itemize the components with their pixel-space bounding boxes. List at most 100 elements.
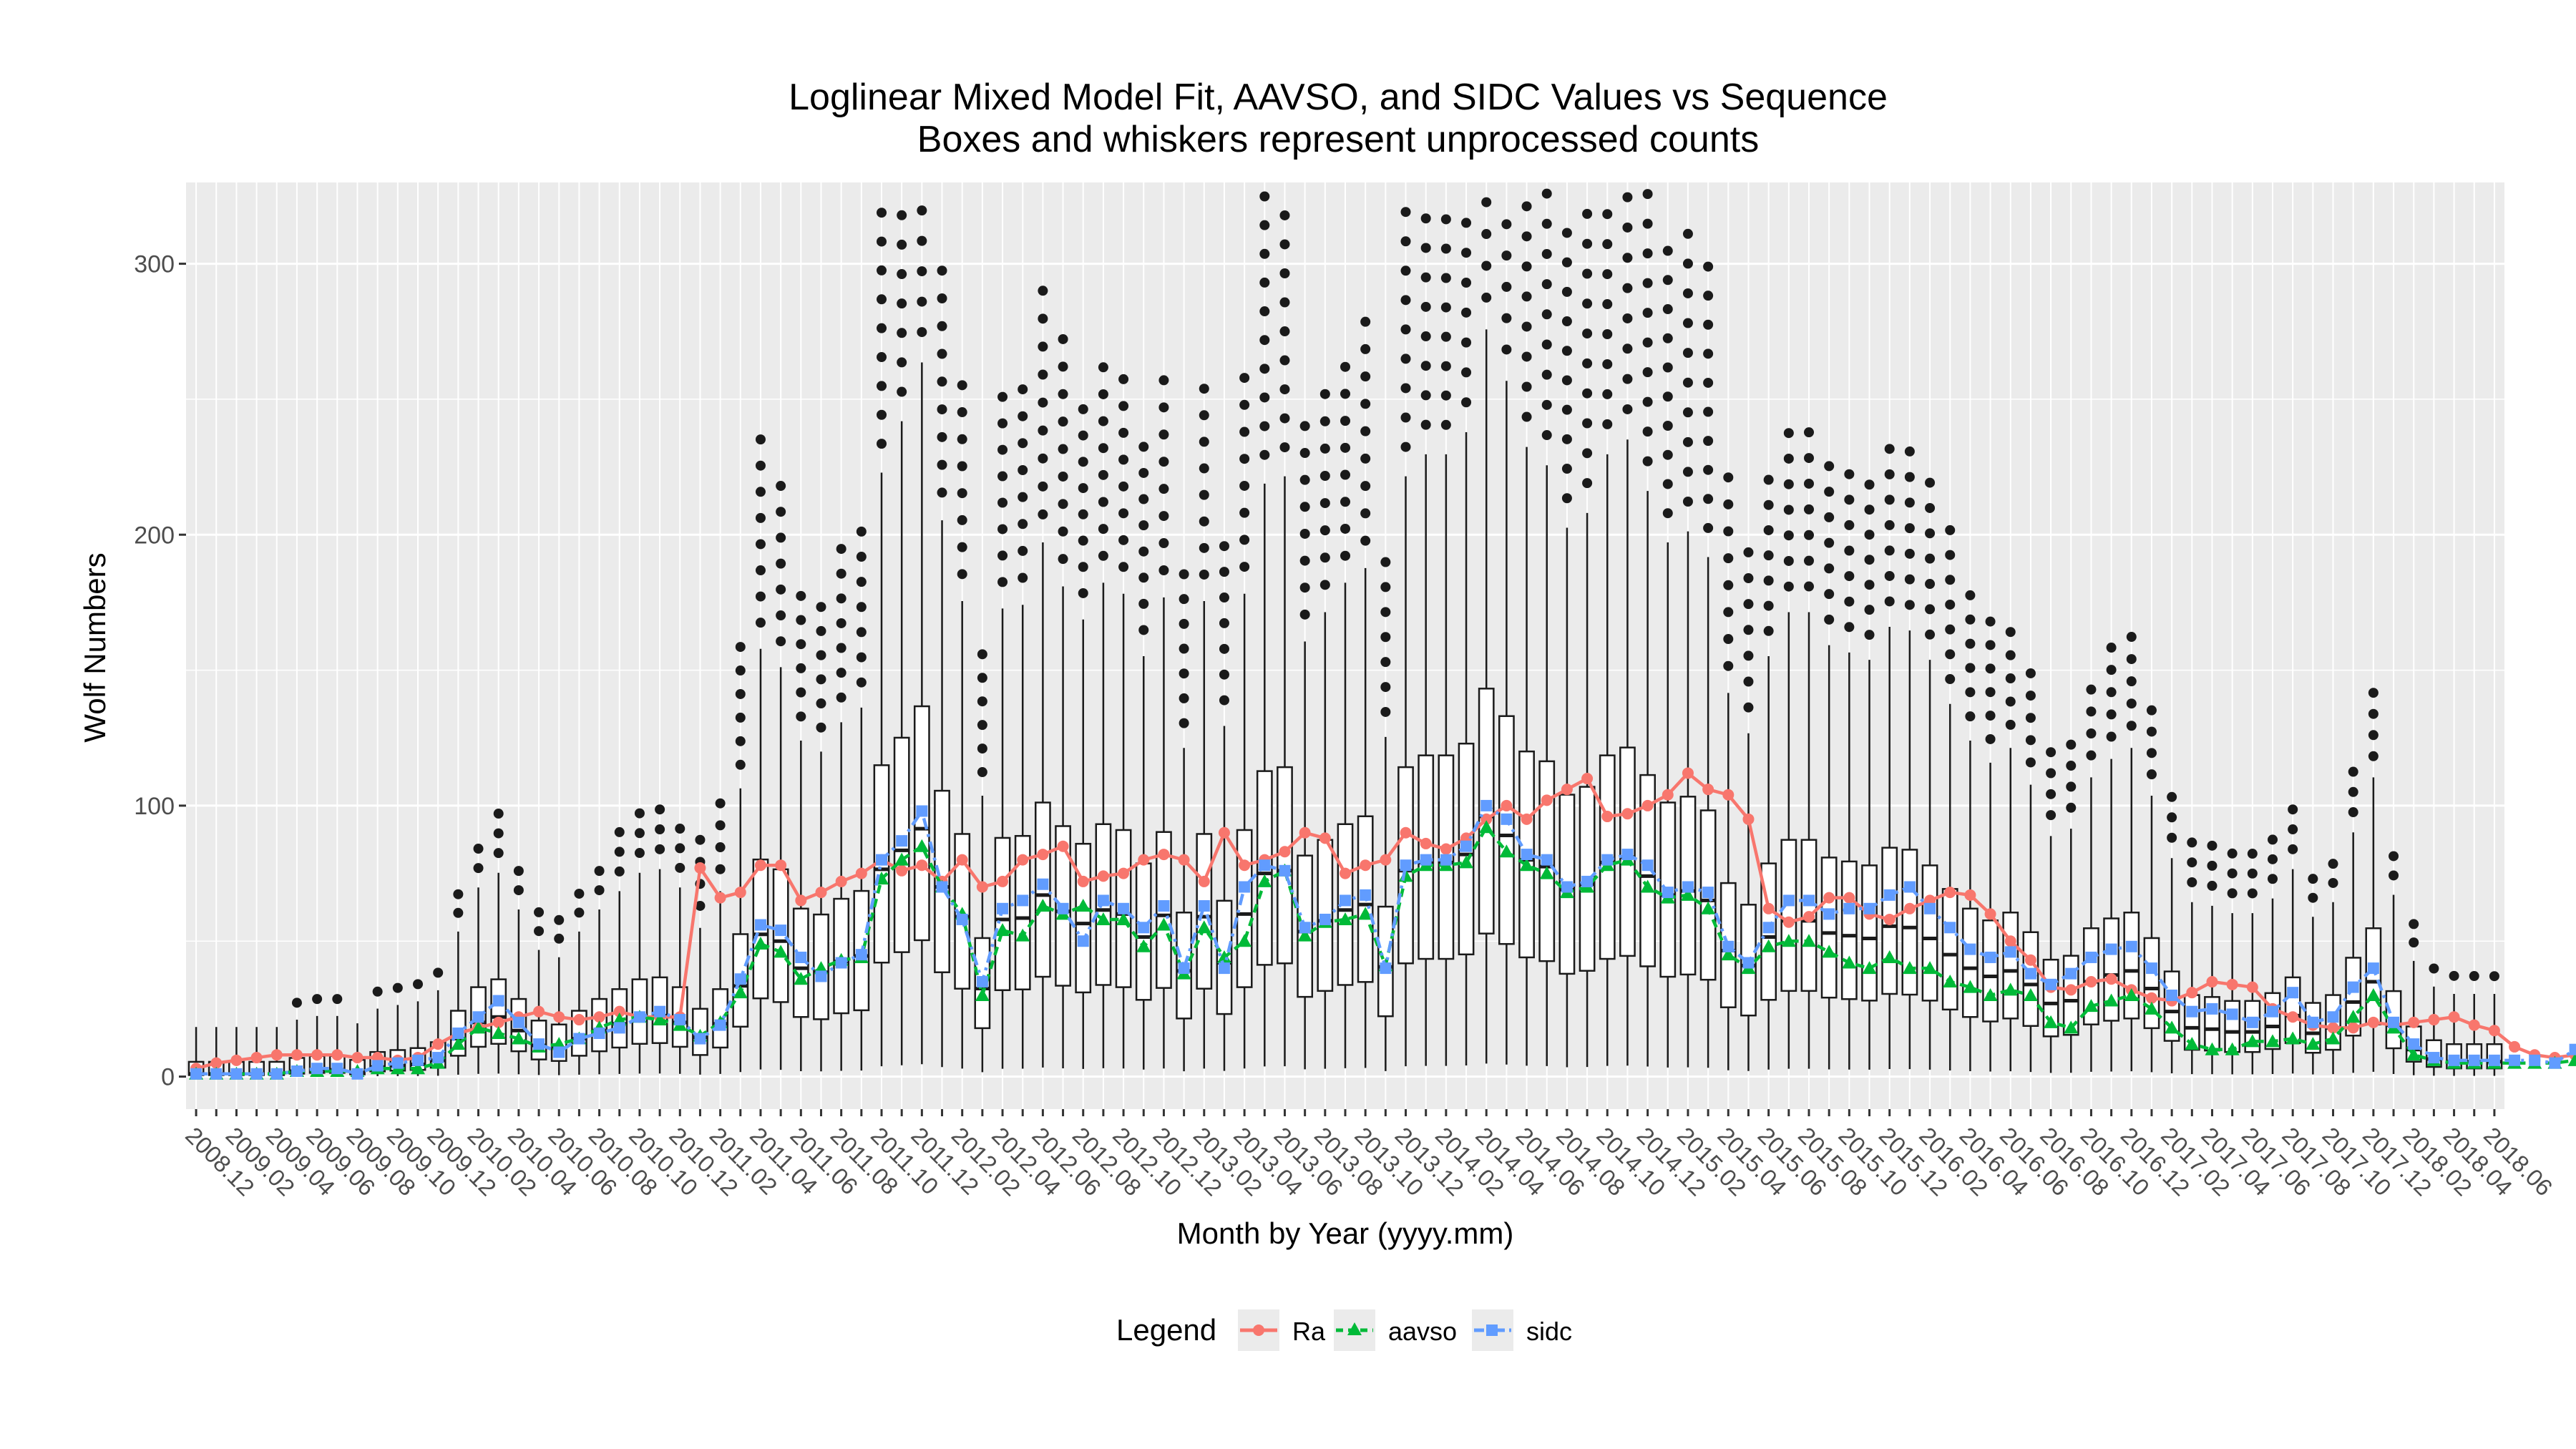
y-axis-title: Wolf Numbers (78, 552, 112, 742)
data-point-sidc (2065, 967, 2077, 980)
outlier-point (453, 907, 464, 918)
outlier-point (2227, 888, 2238, 899)
data-point-ra (553, 1011, 565, 1023)
outlier-point (1804, 478, 1814, 489)
data-point-ra (896, 864, 908, 877)
outlier-point (695, 834, 706, 845)
data-point-aavso (2567, 1053, 2576, 1066)
outlier-point (1219, 669, 1229, 680)
outlier-point (1561, 346, 1572, 356)
outlier-point (1561, 286, 1572, 297)
outlier-point (1582, 418, 1593, 429)
data-point-sidc (654, 1005, 666, 1018)
data-point-ra (1601, 811, 1614, 823)
outlier-point (1925, 528, 1936, 539)
data-point-aavso (1519, 858, 1534, 872)
outlier-point (1703, 494, 1714, 504)
outlier-point (1279, 384, 1290, 395)
outlier-point (1481, 292, 1492, 303)
outlier-point (493, 828, 504, 839)
outlier-point (856, 526, 867, 537)
outlier-point (1038, 509, 1048, 519)
outlier-point (997, 497, 1008, 508)
data-point-sidc (2267, 1005, 2278, 1018)
data-point-aavso (995, 923, 1010, 937)
outlier-point (1783, 504, 1794, 515)
box-plot (1820, 461, 1838, 1070)
data-point-ra (1118, 867, 1130, 879)
outlier-point (1038, 341, 1048, 352)
data-point-ra (2287, 1011, 2299, 1023)
data-point-aavso (1963, 980, 1978, 993)
outlier-point (1380, 706, 1391, 717)
data-point-aavso (1358, 907, 1373, 920)
box-iqr (1820, 857, 1838, 999)
outlier-point (1400, 207, 1411, 218)
outlier-point (1642, 218, 1653, 229)
outlier-point (1783, 581, 1794, 592)
outlier-point (1743, 676, 1754, 687)
data-point-ra (210, 1057, 223, 1069)
outlier-point (1018, 545, 1028, 556)
outlier-point (836, 568, 847, 579)
data-point-ra (2367, 1016, 2379, 1028)
outlier-point (1804, 453, 1814, 464)
outlier-point (776, 610, 786, 621)
outlier-point (1904, 548, 1915, 559)
data-point-aavso (1196, 920, 1211, 934)
outlier-point (1259, 421, 1270, 431)
data-point-sidc (190, 1068, 203, 1080)
outlier-point (1038, 369, 1048, 380)
outlier-point (1662, 479, 1673, 489)
outlier-point (877, 294, 887, 305)
outlier-point (1541, 369, 1552, 380)
data-point-sidc (674, 1014, 686, 1026)
data-point-sidc (331, 1063, 343, 1075)
outlier-point (1662, 449, 1673, 460)
y-tick-label: 100 (134, 793, 175, 820)
outlier-point (1380, 632, 1391, 643)
outlier-point (755, 591, 766, 602)
outlier-point (1864, 504, 1875, 515)
data-point-sidc (2024, 967, 2036, 980)
outlier-point (877, 236, 887, 247)
outlier-point (1018, 572, 1028, 583)
outlier-point (1319, 416, 1330, 426)
data-point-sidc (2166, 989, 2178, 1001)
data-point-ra (2246, 981, 2258, 993)
data-point-sidc (2569, 1043, 2576, 1055)
data-point-sidc (876, 854, 887, 866)
outlier-point (1360, 399, 1371, 409)
outlier-point (1582, 358, 1593, 369)
data-point-sidc (2105, 943, 2117, 955)
outlier-point (1541, 188, 1552, 199)
box-iqr (1840, 860, 1858, 1000)
data-point-sidc (1581, 875, 1594, 887)
outlier-point (1884, 519, 1895, 530)
outlier-point (897, 239, 907, 250)
outlier-point (1219, 592, 1229, 603)
outlier-point (755, 460, 766, 471)
data-point-sidc (391, 1057, 404, 1069)
outlier-point (1199, 410, 1209, 421)
outlier-point (937, 459, 947, 470)
outlier-point (1743, 625, 1754, 635)
data-point-aavso (753, 937, 768, 950)
outlier-point (1541, 339, 1552, 350)
outlier-point (1299, 421, 1310, 431)
outlier-point (1299, 582, 1310, 593)
data-point-aavso (1882, 950, 1897, 963)
outlier-point (1038, 286, 1048, 296)
outlier-point (856, 627, 867, 638)
outlier-point (957, 380, 967, 391)
box-iqr (1921, 864, 1938, 1002)
outlier-point (1481, 260, 1492, 271)
data-point-sidc (2004, 946, 2016, 958)
outlier-point (816, 650, 826, 660)
outlier-point (1319, 443, 1330, 454)
data-point-ra (1702, 784, 1714, 796)
data-point-aavso (2124, 987, 2139, 1001)
data-point-ra (1380, 854, 1392, 866)
outlier-point (2308, 874, 2318, 884)
outlier-point (2106, 643, 2117, 653)
